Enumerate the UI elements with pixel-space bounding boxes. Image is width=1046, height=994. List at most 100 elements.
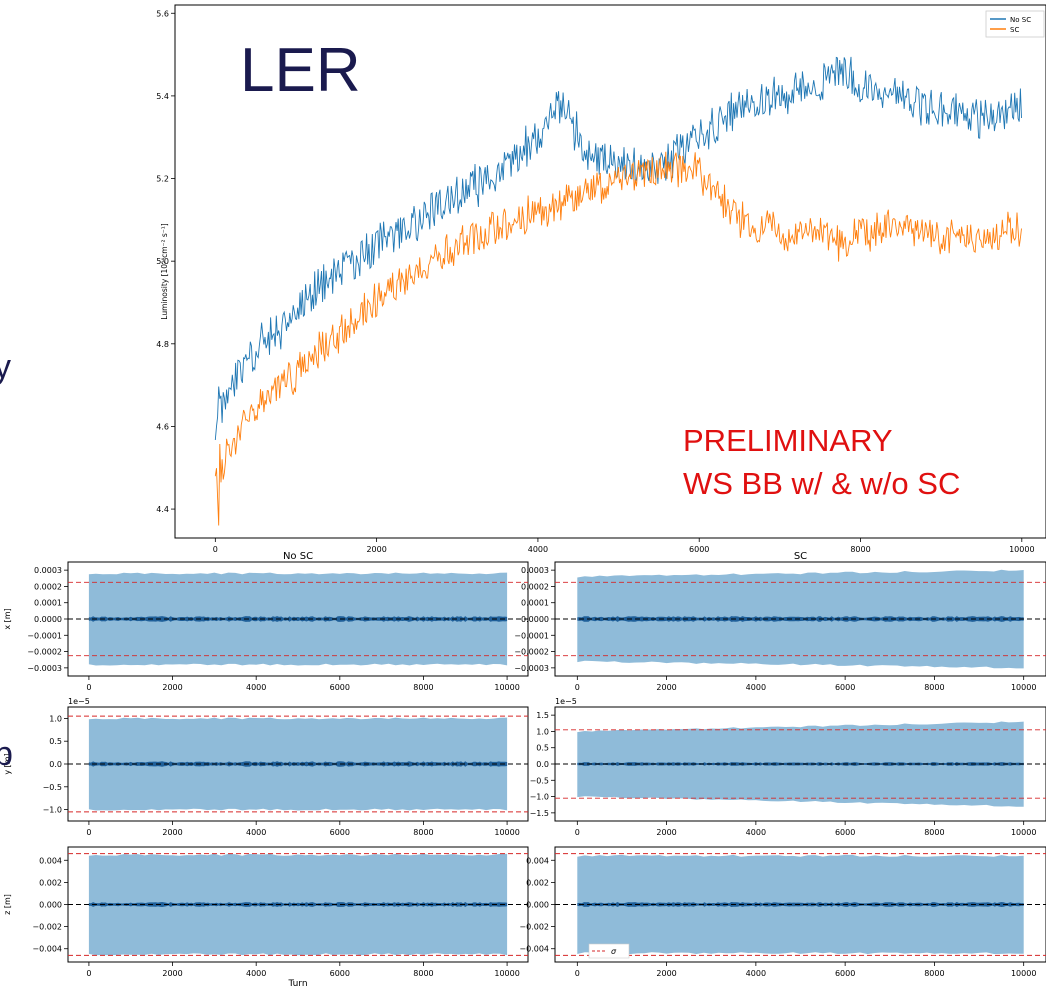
y-tick-label: 0.0000 bbox=[34, 615, 62, 624]
y-tick-label: 5.6 bbox=[156, 9, 169, 18]
centroid-trace bbox=[577, 762, 1024, 766]
x-tick-label: 10000 bbox=[1011, 828, 1036, 837]
x-tick-label: 10000 bbox=[1011, 969, 1036, 978]
x-tick-label: 8000 bbox=[413, 828, 433, 837]
y-axis-label: Luminosity [10³⁴cm⁻² s⁻¹] bbox=[160, 223, 169, 319]
x-tick-label: 0 bbox=[575, 683, 580, 692]
x-tick-label: 6000 bbox=[835, 683, 855, 692]
x-tick-label: 6000 bbox=[330, 969, 350, 978]
y-tick-label: 4.6 bbox=[156, 422, 169, 431]
x-tick-label: 2000 bbox=[162, 969, 182, 978]
x-tick-label: 4000 bbox=[246, 683, 266, 692]
y-tick-label: −0.0003 bbox=[514, 664, 549, 673]
x-tick-label: 0 bbox=[213, 545, 218, 554]
y-tick-label: 0.000 bbox=[526, 901, 549, 910]
x-tick-label: 4000 bbox=[246, 969, 266, 978]
y-tick-label: 0.5 bbox=[49, 737, 62, 746]
preliminary-note: PRELIMINARY bbox=[683, 423, 893, 458]
x-tick-label: 8000 bbox=[850, 545, 870, 554]
y-tick-label: 0.0 bbox=[49, 760, 62, 769]
y-tick-label: −0.0003 bbox=[27, 664, 62, 673]
x-tick-label: 4000 bbox=[246, 828, 266, 837]
y-tick-label: −0.0001 bbox=[27, 631, 62, 640]
y-tick-label: 1.0 bbox=[49, 714, 62, 723]
y-tick-label: 0.0002 bbox=[34, 582, 62, 591]
ws-bb-note: WS BB w/ & w/o SC bbox=[683, 466, 961, 501]
axis-multiplier: 1e−5 bbox=[555, 697, 577, 706]
clipped-edge-text: p bbox=[0, 735, 13, 773]
x-tick-label: 6000 bbox=[330, 683, 350, 692]
y-tick-label: 4.4 bbox=[156, 505, 169, 514]
y-tick-label: 4.8 bbox=[156, 340, 169, 349]
x-tick-label: 4000 bbox=[528, 545, 548, 554]
x-tick-label: 8000 bbox=[924, 828, 944, 837]
y-tick-label: 0.0003 bbox=[521, 566, 549, 575]
y-tick-label: 0.0001 bbox=[34, 599, 62, 608]
clipped-edge-text: y bbox=[0, 348, 11, 386]
y-tick-label: −1.0 bbox=[530, 793, 549, 802]
y-tick-label: 0.004 bbox=[39, 856, 62, 865]
y-tick-label: 0.5 bbox=[536, 744, 549, 753]
y-tick-label: 0.0003 bbox=[34, 566, 62, 575]
y-tick-label: 0.002 bbox=[526, 878, 549, 887]
x-tick-label: 0 bbox=[86, 828, 91, 837]
y-axis-label: y [m] bbox=[3, 753, 12, 774]
y-tick-label: 0.000 bbox=[39, 901, 62, 910]
y-tick-label: −0.002 bbox=[519, 923, 549, 932]
y-tick-label: −0.0002 bbox=[514, 648, 549, 657]
x-tick-label: 6000 bbox=[835, 828, 855, 837]
x-tick-label: 10000 bbox=[494, 828, 519, 837]
y-tick-label: −0.0001 bbox=[514, 631, 549, 640]
x-tick-label: 0 bbox=[86, 683, 91, 692]
centroid-trace bbox=[577, 902, 1024, 907]
x-tick-label: 4000 bbox=[746, 683, 766, 692]
x-tick-label: 0 bbox=[575, 828, 580, 837]
y-tick-label: 0.002 bbox=[39, 878, 62, 887]
x-tick-label: 10000 bbox=[1011, 683, 1036, 692]
x-tick-label: 6000 bbox=[835, 969, 855, 978]
y-tick-label: 0.0 bbox=[536, 760, 549, 769]
subplot-title: SC bbox=[794, 551, 807, 562]
y-tick-label: −0.5 bbox=[530, 776, 549, 785]
y-tick-label: 1.0 bbox=[536, 727, 549, 736]
x-tick-label: 8000 bbox=[413, 683, 433, 692]
y-tick-label: −0.004 bbox=[32, 945, 62, 954]
x-tick-label: 8000 bbox=[924, 683, 944, 692]
y-tick-label: 0.004 bbox=[526, 856, 549, 865]
centroid-trace bbox=[577, 616, 1024, 622]
x-tick-label: 2000 bbox=[366, 545, 386, 554]
y-axis-label: z [m] bbox=[3, 894, 12, 915]
x-tick-label: 2000 bbox=[656, 969, 676, 978]
x-tick-label: 10000 bbox=[1009, 545, 1034, 554]
y-tick-label: −1.5 bbox=[530, 809, 549, 818]
legend-box bbox=[985, 10, 1045, 38]
x-tick-label: 6000 bbox=[689, 545, 709, 554]
x-tick-label: 8000 bbox=[413, 969, 433, 978]
y-tick-label: 5.0 bbox=[156, 257, 169, 266]
legend-label: σ bbox=[611, 947, 617, 956]
x-tick-label: 10000 bbox=[494, 969, 519, 978]
y-tick-label: 0.0001 bbox=[521, 599, 549, 608]
y-tick-label: 1.5 bbox=[536, 711, 549, 720]
x-tick-label: 10000 bbox=[494, 683, 519, 692]
legend-label: SC bbox=[1010, 26, 1019, 34]
plot-title-ler: LER bbox=[240, 36, 361, 105]
y-tick-label: −1.0 bbox=[43, 806, 62, 815]
legend-label: No SC bbox=[1010, 16, 1031, 24]
x-tick-label: 2000 bbox=[656, 683, 676, 692]
y-tick-label: 0.0002 bbox=[521, 582, 549, 591]
x-tick-label: 2000 bbox=[162, 828, 182, 837]
legend-box bbox=[588, 943, 630, 959]
x-tick-label: 0 bbox=[86, 969, 91, 978]
axis-multiplier: 1e−5 bbox=[68, 697, 90, 706]
series-line-sc bbox=[214, 151, 1022, 526]
axes-frame-luminosity bbox=[174, 4, 1046, 539]
y-tick-label: −0.002 bbox=[32, 923, 62, 932]
y-tick-label: −0.5 bbox=[43, 783, 62, 792]
x-tick-label: 4000 bbox=[746, 969, 766, 978]
y-tick-label: 5.2 bbox=[156, 175, 169, 184]
y-tick-label: 0.0000 bbox=[521, 615, 549, 624]
shared-x-axis-label: Turn bbox=[287, 979, 307, 989]
x-tick-label: 6000 bbox=[330, 828, 350, 837]
